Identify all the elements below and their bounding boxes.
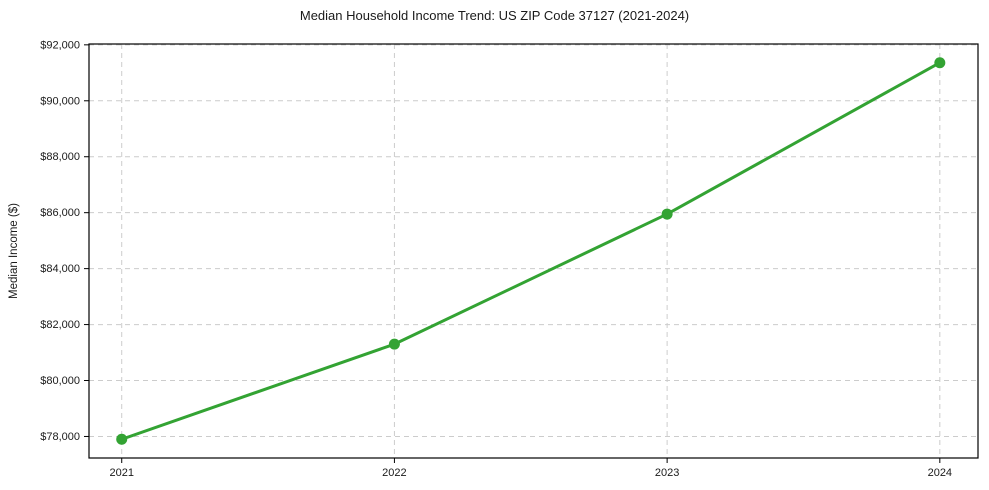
- plot-border: [88, 43, 979, 459]
- y-tick-label: $82,000: [40, 319, 80, 331]
- y-tick-label: $84,000: [40, 263, 80, 275]
- chart-title: Median Household Income Trend: US ZIP Co…: [299, 8, 690, 23]
- y-tick-label: $80,000: [40, 375, 80, 387]
- data-point: [116, 433, 128, 445]
- series-line: [120, 61, 942, 441]
- data-point: [388, 338, 400, 350]
- y-tick-label: $90,000: [40, 95, 80, 107]
- y-tick-label: $88,000: [40, 151, 80, 163]
- x-tick-label: 2024: [928, 467, 952, 479]
- y-tick-label: $78,000: [40, 431, 80, 443]
- y-tick-label: $92,000: [40, 39, 80, 51]
- x-tick-label: 2023: [655, 467, 679, 479]
- x-tick-label: 2022: [382, 467, 406, 479]
- data-point: [934, 57, 946, 69]
- data-point: [661, 208, 673, 220]
- y-tick-label: $86,000: [40, 207, 80, 219]
- x-tick-label: 2021: [109, 467, 133, 479]
